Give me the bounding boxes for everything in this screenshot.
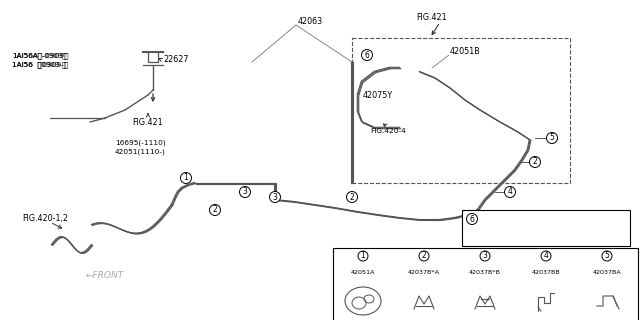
Text: FIG.421: FIG.421: [132, 118, 163, 127]
Text: 42037B*B: 42037B*B: [469, 269, 501, 275]
Circle shape: [180, 172, 191, 183]
Text: 42037B*A: 42037B*A: [408, 269, 440, 275]
Text: 42051(1110-): 42051(1110-): [115, 149, 166, 155]
Text: 5: 5: [605, 252, 609, 260]
Text: 3: 3: [273, 193, 277, 202]
Text: 5: 5: [550, 133, 554, 142]
Text: W170069: W170069: [480, 216, 516, 222]
Text: 4: 4: [508, 188, 513, 196]
Text: 6: 6: [365, 51, 369, 60]
Text: 42037BA: 42037BA: [593, 269, 621, 275]
Text: 2: 2: [422, 252, 426, 260]
Text: 2: 2: [212, 205, 218, 214]
Circle shape: [602, 251, 612, 261]
Text: 42051A: 42051A: [351, 269, 375, 275]
Circle shape: [529, 156, 541, 167]
Text: 1: 1: [360, 252, 365, 260]
Text: 2: 2: [532, 157, 538, 166]
Bar: [462, 210, 630, 246]
Text: 2: 2: [349, 193, 355, 202]
Circle shape: [346, 191, 358, 203]
Circle shape: [419, 251, 429, 261]
Text: ←FRONT: ←FRONT: [86, 270, 124, 279]
Bar: [352, 38, 570, 183]
Text: <-B1106>: <-B1106>: [540, 216, 579, 222]
Text: 42051B: 42051B: [450, 47, 481, 57]
Circle shape: [209, 204, 221, 215]
Bar: [333, 248, 638, 320]
Text: 3: 3: [243, 188, 248, 196]
Text: 42037BB: 42037BB: [532, 269, 561, 275]
Circle shape: [467, 213, 477, 225]
Text: 3: 3: [483, 252, 488, 260]
Text: FIG.421: FIG.421: [417, 13, 447, 22]
Text: 1AI56  ＼0909-＞: 1AI56 ＼0909-＞: [12, 62, 66, 68]
Text: A420001489: A420001489: [580, 310, 628, 316]
Text: 42075Y: 42075Y: [363, 91, 393, 100]
Circle shape: [480, 251, 490, 261]
Text: 1: 1: [184, 173, 188, 182]
Text: 22627: 22627: [163, 55, 189, 65]
Text: 1AI56A＼-0909＞: 1AI56A＼-0909＞: [12, 53, 67, 59]
Circle shape: [269, 191, 280, 203]
Text: <B1106->: <B1106->: [540, 234, 579, 240]
Text: FIG.420-4: FIG.420-4: [370, 128, 406, 134]
Text: 4: 4: [543, 252, 548, 260]
Circle shape: [239, 187, 250, 197]
Circle shape: [547, 132, 557, 143]
Circle shape: [504, 187, 515, 197]
Circle shape: [541, 251, 551, 261]
Text: 42063: 42063: [298, 18, 323, 27]
Text: 6: 6: [470, 214, 474, 223]
Text: 1AI56A＼-0909＞: 1AI56A＼-0909＞: [12, 53, 68, 59]
Circle shape: [358, 251, 368, 261]
Text: FIG.420-1,2: FIG.420-1,2: [22, 213, 68, 222]
Text: 0923S*B: 0923S*B: [480, 234, 512, 240]
Text: 1AI56  ＼0909-＞: 1AI56 ＼0909-＞: [12, 62, 68, 68]
Text: 16695(-1110): 16695(-1110): [115, 140, 166, 146]
Circle shape: [362, 50, 372, 60]
